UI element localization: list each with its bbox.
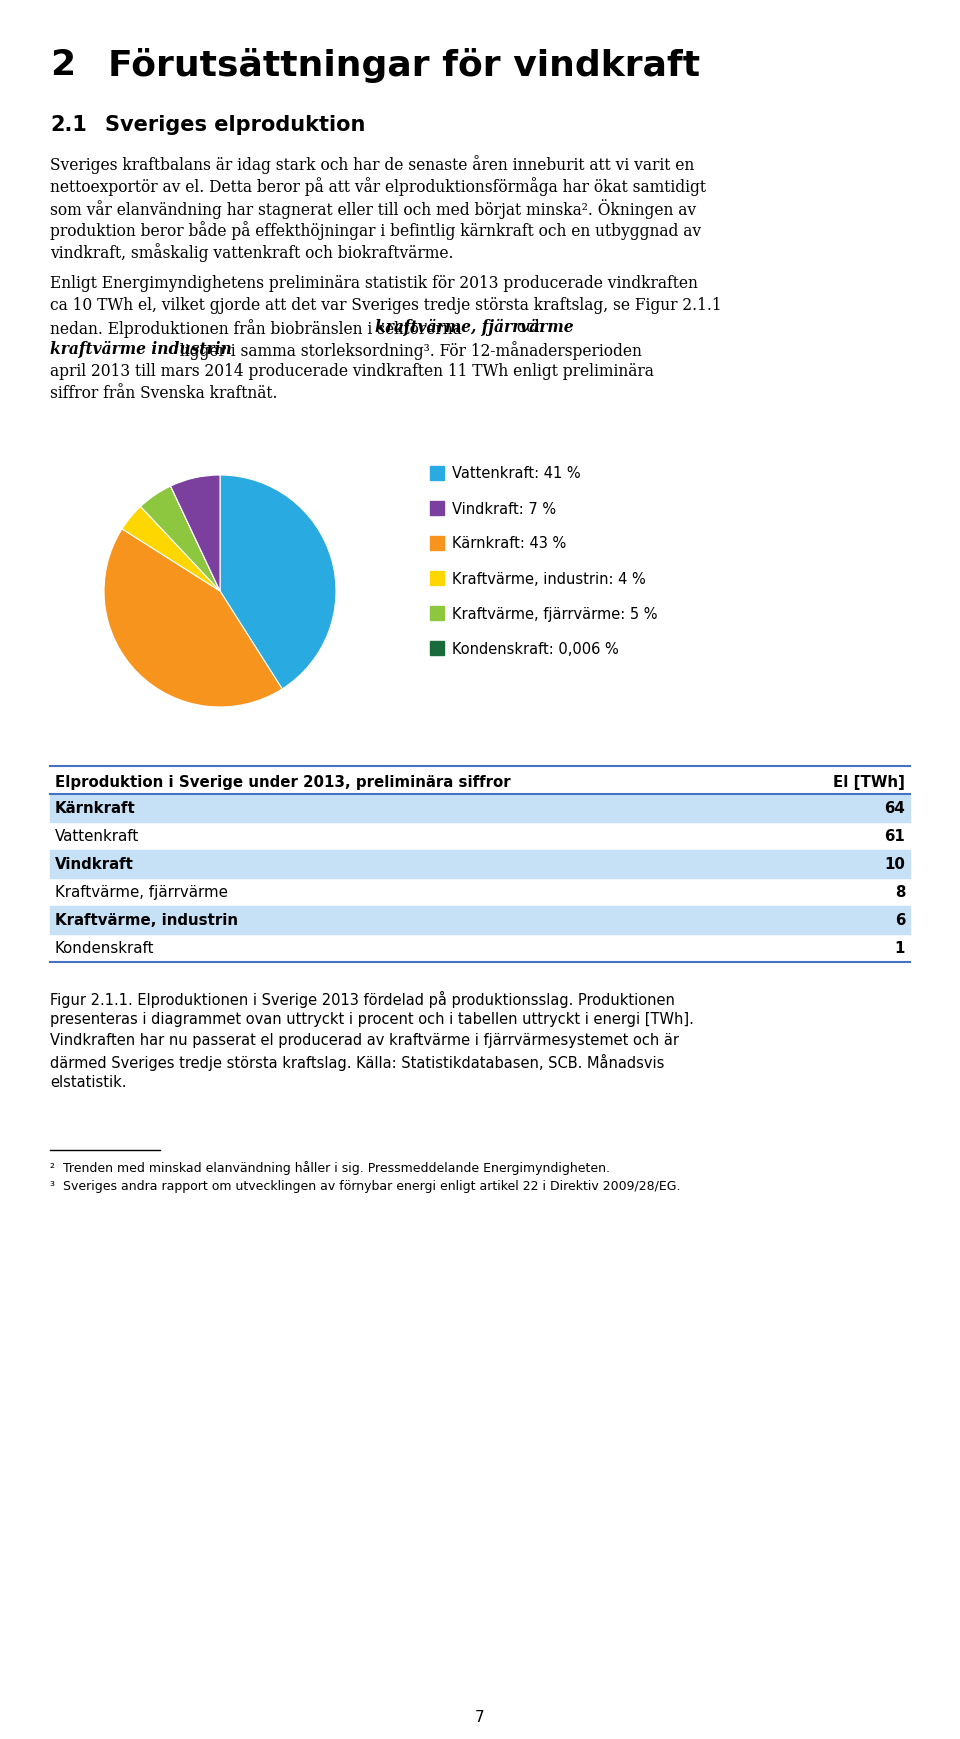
Text: Kraftvärme, fjärrvärme: 5 %: Kraftvärme, fjärrvärme: 5 % bbox=[452, 607, 658, 621]
Text: kraftvärme industrin: kraftvärme industrin bbox=[50, 341, 231, 358]
Text: 61: 61 bbox=[884, 830, 905, 843]
Text: 10: 10 bbox=[884, 857, 905, 871]
Text: 8: 8 bbox=[895, 885, 905, 901]
Text: siffror från Svenska kraftnät.: siffror från Svenska kraftnät. bbox=[50, 384, 277, 402]
Text: Kraftvärme, industrin: Kraftvärme, industrin bbox=[55, 913, 238, 929]
Text: presenteras i diagrammet ovan uttryckt i procent och i tabellen uttryckt i energ: presenteras i diagrammet ovan uttryckt i… bbox=[50, 1012, 694, 1026]
Text: elstatistik.: elstatistik. bbox=[50, 1075, 127, 1089]
Text: ca 10 TWh el, vilket gjorde att det var Sveriges tredje största kraftslag, se Fi: ca 10 TWh el, vilket gjorde att det var … bbox=[50, 297, 722, 313]
Wedge shape bbox=[122, 508, 220, 591]
Text: och: och bbox=[513, 318, 545, 336]
Text: Elproduktion i Sverige under 2013, preliminära siffror: Elproduktion i Sverige under 2013, preli… bbox=[55, 776, 511, 790]
Text: ligger i samma storleksordning³. För 12-månadersperioden: ligger i samma storleksordning³. För 12-… bbox=[175, 341, 642, 360]
Text: 6: 6 bbox=[895, 913, 905, 929]
Text: Vindkraften har nu passerat el producerad av kraftvärme i fjärrvärmesystemet och: Vindkraften har nu passerat el producera… bbox=[50, 1033, 679, 1047]
Text: kraftvärme, fjärrvärme: kraftvärme, fjärrvärme bbox=[375, 318, 574, 336]
Text: Vattenkraft: 41 %: Vattenkraft: 41 % bbox=[452, 466, 581, 482]
Text: Sveriges elproduktion: Sveriges elproduktion bbox=[105, 115, 366, 136]
Text: ³  Sveriges andra rapport om utvecklingen av förnybar energi enligt artikel 22 i: ³ Sveriges andra rapport om utvecklingen… bbox=[50, 1179, 681, 1193]
Text: 64: 64 bbox=[884, 802, 905, 816]
Text: Figur 2.1.1. Elproduktionen i Sverige 2013 fördelad på produktionsslag. Produkti: Figur 2.1.1. Elproduktionen i Sverige 20… bbox=[50, 991, 675, 1007]
Text: ²  Trenden med minskad elanvändning håller i sig. Pressmeddelande Energimyndighe: ² Trenden med minskad elanvändning hålle… bbox=[50, 1160, 610, 1174]
Text: Kraftvärme, industrin: 4 %: Kraftvärme, industrin: 4 % bbox=[452, 570, 646, 586]
Text: Kondenskraft: 0,006 %: Kondenskraft: 0,006 % bbox=[452, 642, 619, 656]
Text: 2.1: 2.1 bbox=[50, 115, 86, 136]
Text: Kärnkraft: Kärnkraft bbox=[55, 802, 135, 816]
Text: 1: 1 bbox=[895, 941, 905, 956]
Text: nedan. Elproduktionen från biobränslen i sektorerna: nedan. Elproduktionen från biobränslen i… bbox=[50, 318, 467, 337]
Text: 7: 7 bbox=[475, 1709, 485, 1723]
Text: nettoexportör av el. Detta beror på att vår elproduktionsförmåga har ökat samtid: nettoexportör av el. Detta beror på att … bbox=[50, 177, 706, 197]
Text: vindkraft, småskalig vattenkraft och biokraftvärme.: vindkraft, småskalig vattenkraft och bio… bbox=[50, 243, 453, 263]
Text: som vår elanvändning har stagnerat eller till och med börjat minska². Ökningen a: som vår elanvändning har stagnerat eller… bbox=[50, 198, 696, 219]
Wedge shape bbox=[171, 476, 220, 591]
Text: Kraftvärme, fjärrvärme: Kraftvärme, fjärrvärme bbox=[55, 885, 228, 901]
Bar bbox=[50, 906, 910, 934]
Bar bbox=[50, 795, 910, 823]
Text: Enligt Energimyndighetens preliminära statistik för 2013 producerade vindkraften: Enligt Energimyndighetens preliminära st… bbox=[50, 275, 698, 292]
Text: därmed Sveriges tredje största kraftslag. Källa: Statistikdatabasen, SCB. Månads: därmed Sveriges tredje största kraftslag… bbox=[50, 1054, 664, 1071]
Text: Sveriges kraftbalans är idag stark och har de senaste åren inneburit att vi vari: Sveriges kraftbalans är idag stark och h… bbox=[50, 155, 694, 174]
Text: Förutsättningar för vindkraft: Förutsättningar för vindkraft bbox=[108, 49, 700, 83]
Text: produktion beror både på effekthöjningar i befintlig kärnkraft och en utbyggnad : produktion beror både på effekthöjningar… bbox=[50, 221, 701, 240]
Text: Kondenskraft: Kondenskraft bbox=[55, 941, 155, 956]
Text: Vattenkraft: Vattenkraft bbox=[55, 830, 139, 843]
Text: El [TWh]: El [TWh] bbox=[833, 776, 905, 790]
Bar bbox=[50, 850, 910, 878]
Text: april 2013 till mars 2014 producerade vindkraften 11 TWh enligt preliminära: april 2013 till mars 2014 producerade vi… bbox=[50, 363, 654, 379]
Text: Vindkraft: Vindkraft bbox=[55, 857, 133, 871]
Wedge shape bbox=[104, 530, 282, 708]
Wedge shape bbox=[171, 487, 220, 591]
Text: 2: 2 bbox=[50, 49, 75, 82]
Wedge shape bbox=[140, 487, 220, 591]
Text: Kärnkraft: 43 %: Kärnkraft: 43 % bbox=[452, 536, 566, 551]
Wedge shape bbox=[220, 476, 336, 690]
Text: Vindkraft: 7 %: Vindkraft: 7 % bbox=[452, 501, 556, 516]
